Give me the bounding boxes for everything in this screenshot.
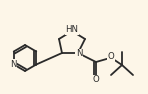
Text: HN: HN (66, 25, 78, 34)
Text: N: N (10, 60, 16, 69)
Text: N: N (76, 50, 82, 58)
Text: O: O (108, 52, 114, 61)
Text: O: O (93, 75, 99, 85)
